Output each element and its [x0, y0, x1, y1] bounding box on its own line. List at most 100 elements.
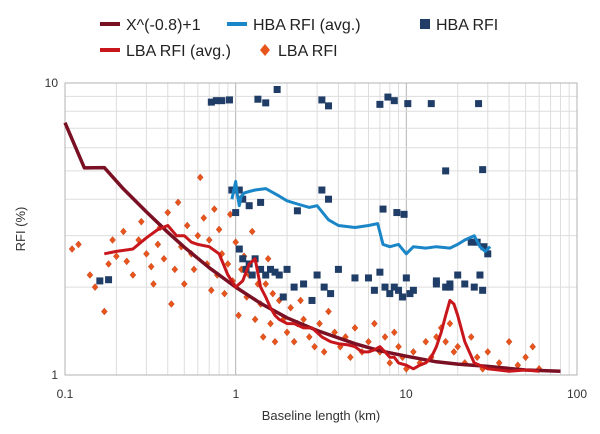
data-point — [376, 268, 384, 276]
data-point — [395, 342, 402, 351]
data-point — [454, 271, 462, 279]
x-tick-label: 10 — [399, 387, 413, 401]
data-point — [221, 289, 228, 298]
data-point — [215, 225, 223, 234]
data-point — [225, 96, 233, 104]
data-point — [404, 100, 412, 108]
data-point — [273, 86, 281, 94]
data-point — [218, 97, 226, 105]
data-point — [433, 333, 440, 341]
data-point — [248, 271, 256, 279]
data-point — [306, 333, 313, 341]
data-point — [386, 290, 394, 298]
data-point — [442, 283, 450, 291]
legend-label-hba-points: HBA RFI — [436, 17, 498, 34]
data-point — [207, 98, 215, 106]
data-point — [381, 283, 389, 291]
legend-label-lba-points: LBA RFI — [278, 43, 338, 60]
data-point — [432, 280, 440, 288]
series-lba-rfi-avg- — [104, 224, 540, 373]
data-point — [239, 255, 247, 263]
data-point — [391, 328, 398, 337]
data-point — [297, 296, 304, 305]
data-point — [257, 265, 265, 273]
data-point — [91, 283, 99, 291]
data-point — [395, 286, 403, 294]
data-point — [267, 319, 274, 328]
data-point — [476, 271, 484, 279]
data-point — [150, 280, 157, 288]
series-layer — [63, 86, 561, 374]
data-point — [409, 286, 417, 294]
data-point — [290, 337, 298, 346]
legend-label-hba-avg: HBA RFI (avg.) — [253, 17, 361, 34]
data-point — [473, 353, 481, 362]
data-point — [316, 319, 323, 328]
x-tick-label: 100 — [567, 387, 587, 401]
data-point — [370, 286, 378, 294]
data-point — [505, 337, 513, 346]
x-axis: 0.1 1 10 100 — [57, 387, 588, 401]
data-point — [442, 337, 449, 346]
series-line — [104, 224, 540, 373]
data-point — [480, 243, 488, 251]
data-point — [446, 319, 454, 328]
data-point — [351, 324, 359, 332]
data-point — [259, 333, 267, 341]
data-point — [454, 342, 461, 351]
data-point — [267, 265, 275, 273]
data-point — [325, 195, 333, 203]
data-point — [239, 195, 247, 203]
data-point — [254, 95, 262, 103]
data-point — [143, 250, 150, 258]
data-point — [235, 245, 243, 253]
data-point — [75, 240, 82, 249]
data-point — [379, 205, 387, 213]
data-point — [235, 311, 242, 320]
legend-swatch-hba-points — [420, 19, 430, 29]
data-point — [461, 280, 469, 288]
data-point — [293, 207, 301, 215]
data-point — [318, 186, 326, 194]
data-point — [376, 100, 384, 108]
data-point — [308, 296, 316, 304]
data-point — [318, 96, 326, 104]
data-point — [384, 93, 392, 101]
data-point — [154, 240, 162, 249]
y-tick-label: 10 — [45, 76, 59, 90]
data-point — [450, 348, 458, 356]
data-point — [194, 231, 202, 240]
data-point — [325, 307, 332, 316]
data-point — [105, 276, 113, 284]
data-point — [320, 348, 328, 356]
data-point — [105, 260, 112, 268]
plot-area-frame — [64, 82, 578, 376]
data-point — [262, 271, 270, 279]
data-point — [196, 173, 204, 182]
data-point — [129, 271, 137, 279]
data-point — [109, 236, 116, 244]
data-point — [479, 166, 487, 174]
legend: X^(-0.8)+1 HBA RFI (avg.) HBA RFI LBA RF… — [100, 17, 498, 60]
data-point — [271, 268, 279, 276]
data-point — [262, 99, 270, 107]
data-point — [529, 342, 536, 351]
y-axis-title: RFI (%) — [13, 207, 28, 252]
y-tick-label: 1 — [51, 368, 58, 382]
data-point — [96, 277, 104, 285]
data-point — [262, 280, 269, 288]
y-axis: 1 10 — [45, 76, 59, 382]
data-point — [364, 274, 372, 282]
data-point — [211, 205, 218, 213]
data-point — [410, 348, 417, 356]
data-point — [228, 186, 236, 194]
x-axis-title: Baseline length (km) — [262, 408, 381, 423]
data-point — [245, 202, 253, 210]
legend-label-lba-avg: LBA RFI (avg.) — [126, 43, 231, 60]
data-point — [313, 271, 321, 279]
data-point — [479, 286, 487, 294]
data-point — [325, 102, 333, 110]
data-point — [347, 353, 354, 362]
data-point — [320, 283, 328, 291]
